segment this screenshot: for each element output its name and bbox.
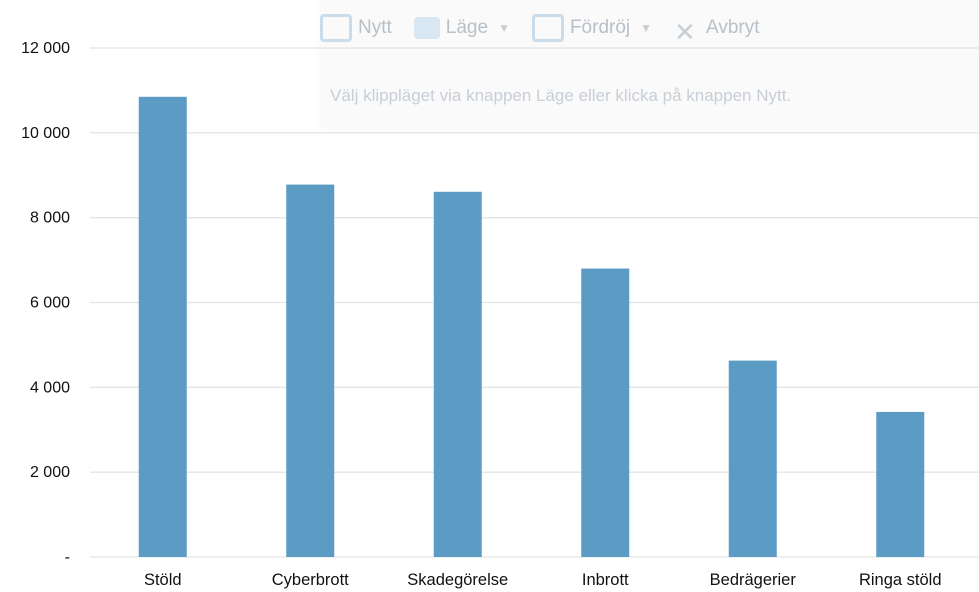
chevron-down-icon: ▼	[498, 21, 510, 35]
x-category-label: Stöld	[144, 571, 182, 589]
bar-inbrott	[581, 268, 630, 557]
y-tick-label: 10 000	[21, 125, 70, 142]
x-axis-categories: Stöld Cyberbrott Skadegörelse Inbrott Bedräg…	[144, 571, 942, 589]
x-category-label: Bedrägerier	[710, 571, 797, 589]
x-category-label: Inbrott	[582, 571, 629, 589]
bar-ringa-stöld	[876, 411, 925, 557]
y-tick-label: 12 000	[21, 40, 70, 57]
snipping-tool-overlay: Nytt Läge ▼ Fördröj ▼ ✕ Avbryt Välj klip…	[320, 0, 979, 128]
mode-label: Läge	[445, 17, 489, 38]
y-tick-label: -	[65, 549, 70, 566]
delay-button[interactable]: Fördröj ▼	[531, 14, 653, 42]
y-tick-label: 6 000	[30, 295, 70, 312]
bar-cyberbrott	[286, 184, 335, 557]
bars	[138, 96, 925, 558]
cancel-label: Avbryt	[706, 17, 760, 38]
mode-button[interactable]: Läge ▼	[413, 17, 510, 39]
x-category-label: Ringa stöld	[859, 571, 942, 589]
y-axis-ticks: - 2 000 4 000 6 000 8 000 10 000 12 000	[21, 40, 70, 566]
delay-clock-icon	[531, 14, 564, 42]
y-tick-label: 2 000	[30, 464, 70, 481]
x-category-label: Cyberbrott	[272, 571, 349, 589]
bar-stöld	[138, 96, 187, 557]
y-tick-label: 8 000	[30, 210, 70, 227]
new-snip-icon	[320, 14, 352, 42]
new-snip-label: Nytt	[358, 17, 392, 38]
gridlines	[90, 47, 979, 558]
new-snip-button[interactable]: Nytt	[320, 14, 392, 42]
mode-icon	[413, 17, 440, 39]
snipping-hint-text: Välj klippläget via knappen Läge eller k…	[330, 86, 792, 105]
y-tick-label: 4 000	[30, 379, 70, 396]
x-category-label: Skadegörelse	[407, 571, 508, 589]
bar-bedrägerier	[728, 360, 777, 557]
snipping-toolbar: Nytt Läge ▼ Fördröj ▼ ✕ Avbryt	[320, 6, 979, 50]
bar-skadegörelse	[433, 191, 482, 558]
chevron-down-icon: ▼	[640, 21, 653, 35]
delay-label: Fördröj	[569, 17, 631, 38]
